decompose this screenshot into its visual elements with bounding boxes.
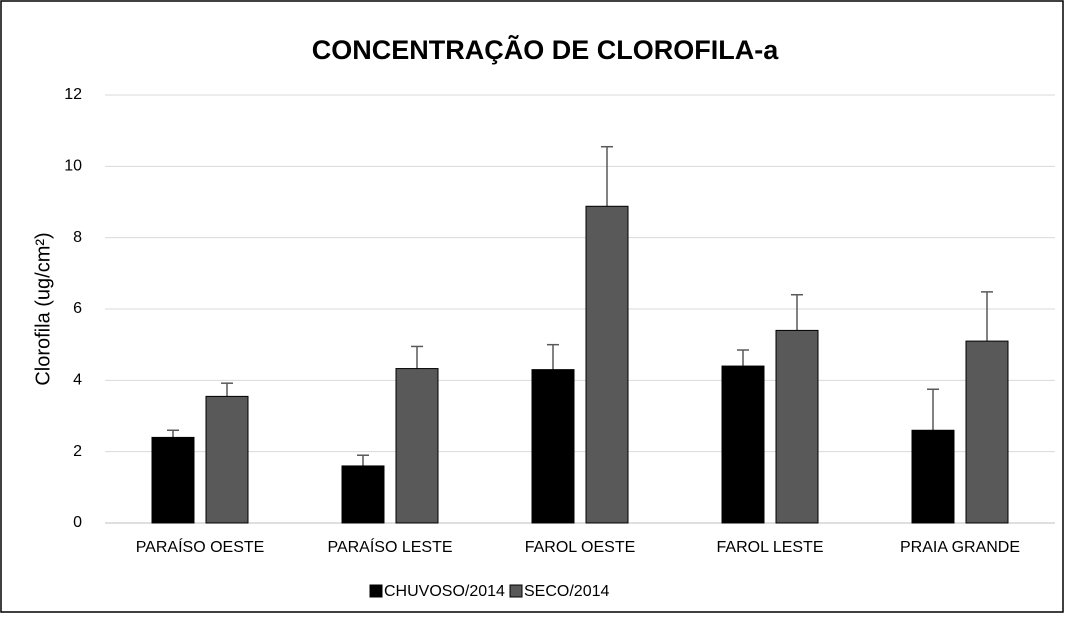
x-tick-label: FAROL OESTE	[525, 539, 636, 556]
x-tick-label: FAROL LESTE	[717, 539, 824, 556]
y-tick-label: 4	[73, 372, 82, 389]
bar	[721, 365, 765, 524]
bar	[585, 205, 629, 524]
x-tick-label: PRAIA GRANDE	[900, 539, 1020, 556]
y-tick-label: 8	[73, 229, 82, 246]
bar	[151, 436, 195, 524]
y-tick-label: 0	[73, 514, 82, 531]
chart-title: CONCENTRAÇÃO DE CLOROFILA-a	[312, 34, 779, 65]
bar	[205, 395, 249, 524]
x-tick-label: PARAÍSO LESTE	[327, 537, 452, 556]
x-tick-label: PARAÍSO OESTE	[136, 537, 265, 556]
legend-label: SECO/2014	[524, 583, 609, 600]
bar	[965, 340, 1009, 524]
bar	[531, 369, 575, 524]
legend-swatch	[369, 584, 383, 598]
y-axis-label: Clorofila (ug/cm²)	[32, 232, 54, 385]
y-tick-label: 2	[73, 443, 82, 460]
legend-label: CHUVOSO/2014	[384, 583, 505, 600]
y-tick-label: 12	[64, 86, 82, 103]
y-tick-label: 10	[64, 158, 82, 175]
legend-swatch	[509, 584, 523, 598]
bar	[911, 429, 955, 524]
bar	[341, 465, 385, 524]
y-tick-label: 6	[73, 300, 82, 317]
bar	[395, 368, 439, 524]
bar	[775, 329, 819, 524]
